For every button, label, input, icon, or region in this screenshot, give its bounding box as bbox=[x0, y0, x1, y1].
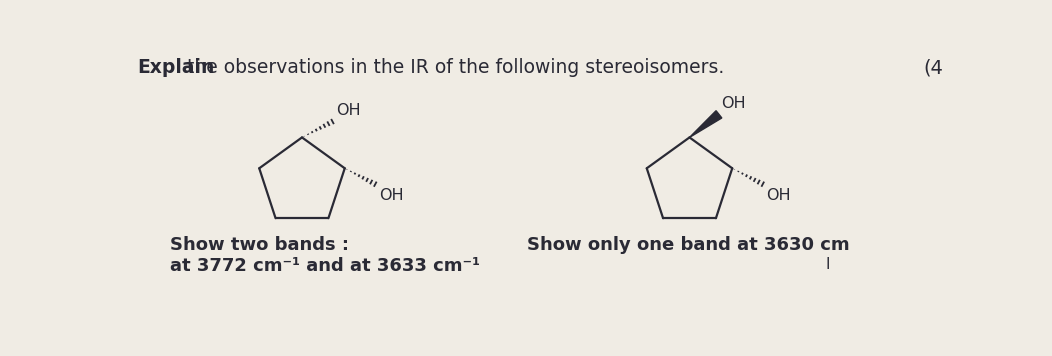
Polygon shape bbox=[689, 111, 722, 137]
Text: Explain: Explain bbox=[138, 58, 215, 77]
Text: OH: OH bbox=[722, 96, 746, 111]
Text: (4: (4 bbox=[924, 58, 944, 77]
Text: the observations in the IR of the following stereoisomers.: the observations in the IR of the follow… bbox=[181, 58, 725, 77]
Text: Show two bands :: Show two bands : bbox=[170, 236, 349, 254]
Text: at 3772 cm⁻¹ and at 3633 cm⁻¹: at 3772 cm⁻¹ and at 3633 cm⁻¹ bbox=[170, 257, 481, 275]
Text: OH: OH bbox=[336, 103, 361, 118]
Text: OH: OH bbox=[766, 188, 791, 203]
Text: I: I bbox=[825, 257, 830, 272]
Text: Show only one band at 3630 cm: Show only one band at 3630 cm bbox=[527, 236, 849, 254]
Text: OH: OH bbox=[379, 188, 404, 203]
